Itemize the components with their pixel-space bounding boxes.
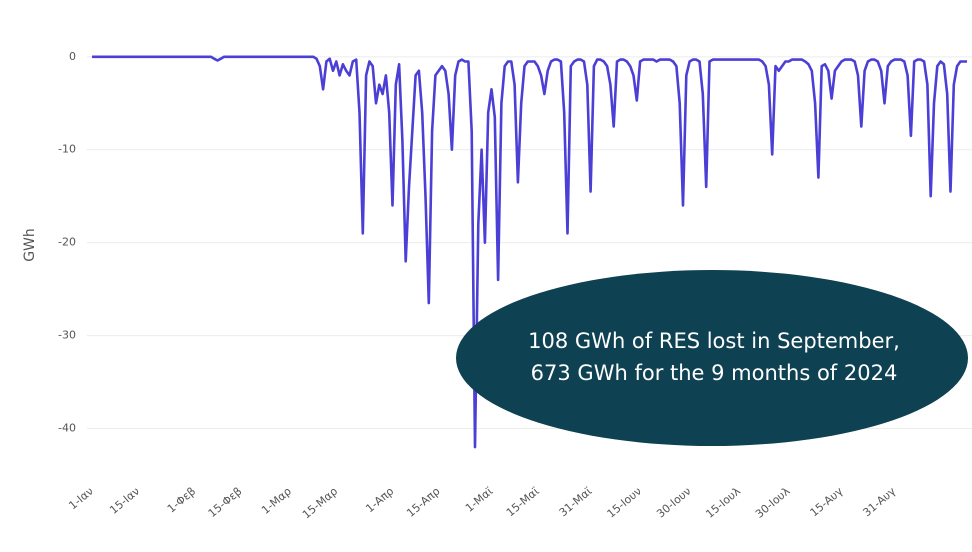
x-tick-label: 15-Φεβ [206,485,245,520]
x-tick-label: 1-Μαρ [259,485,294,517]
x-tick-label: 15-Ιουλ [703,484,743,521]
y-tick-label: 0 [69,50,76,63]
x-tick-label: 1-Μαϊ [463,484,496,514]
x-tick-label: 1-Απρ [363,485,396,516]
x-tick-label: 15-Ιουν [605,485,644,521]
annotation-text: 673 GWh for the 9 months of 2024 [531,361,898,385]
annotation-bubble [456,270,968,446]
x-tick-label: 30-Ιουν [654,485,693,521]
x-tick-label: 1-Φεβ [165,485,198,516]
x-tick-label: 31-Μαϊ [557,484,595,519]
y-axis-label: GWh [22,228,38,262]
x-tick-label: 15-Αυγ [808,484,846,519]
x-tick-label: 15-Ιαν [107,485,142,517]
x-tick-label: 15-Μαϊ [504,484,542,519]
x-tick-label: 30-Ιουλ [753,484,793,521]
annotation-text: 108 GWh of RES lost in September, [528,329,900,353]
x-tick-label: 31-Αυγ [860,484,898,519]
y-tick-label: -30 [58,329,76,342]
x-tick-label: 15-Μαρ [300,485,340,522]
y-tick-label: -10 [58,143,76,156]
x-tick-label: 1-Ιαν [66,485,96,513]
x-tick-label: 15-Απρ [404,485,442,520]
y-tick-label: -20 [58,236,76,249]
data-line [92,55,967,449]
y-tick-label: -40 [58,422,76,435]
